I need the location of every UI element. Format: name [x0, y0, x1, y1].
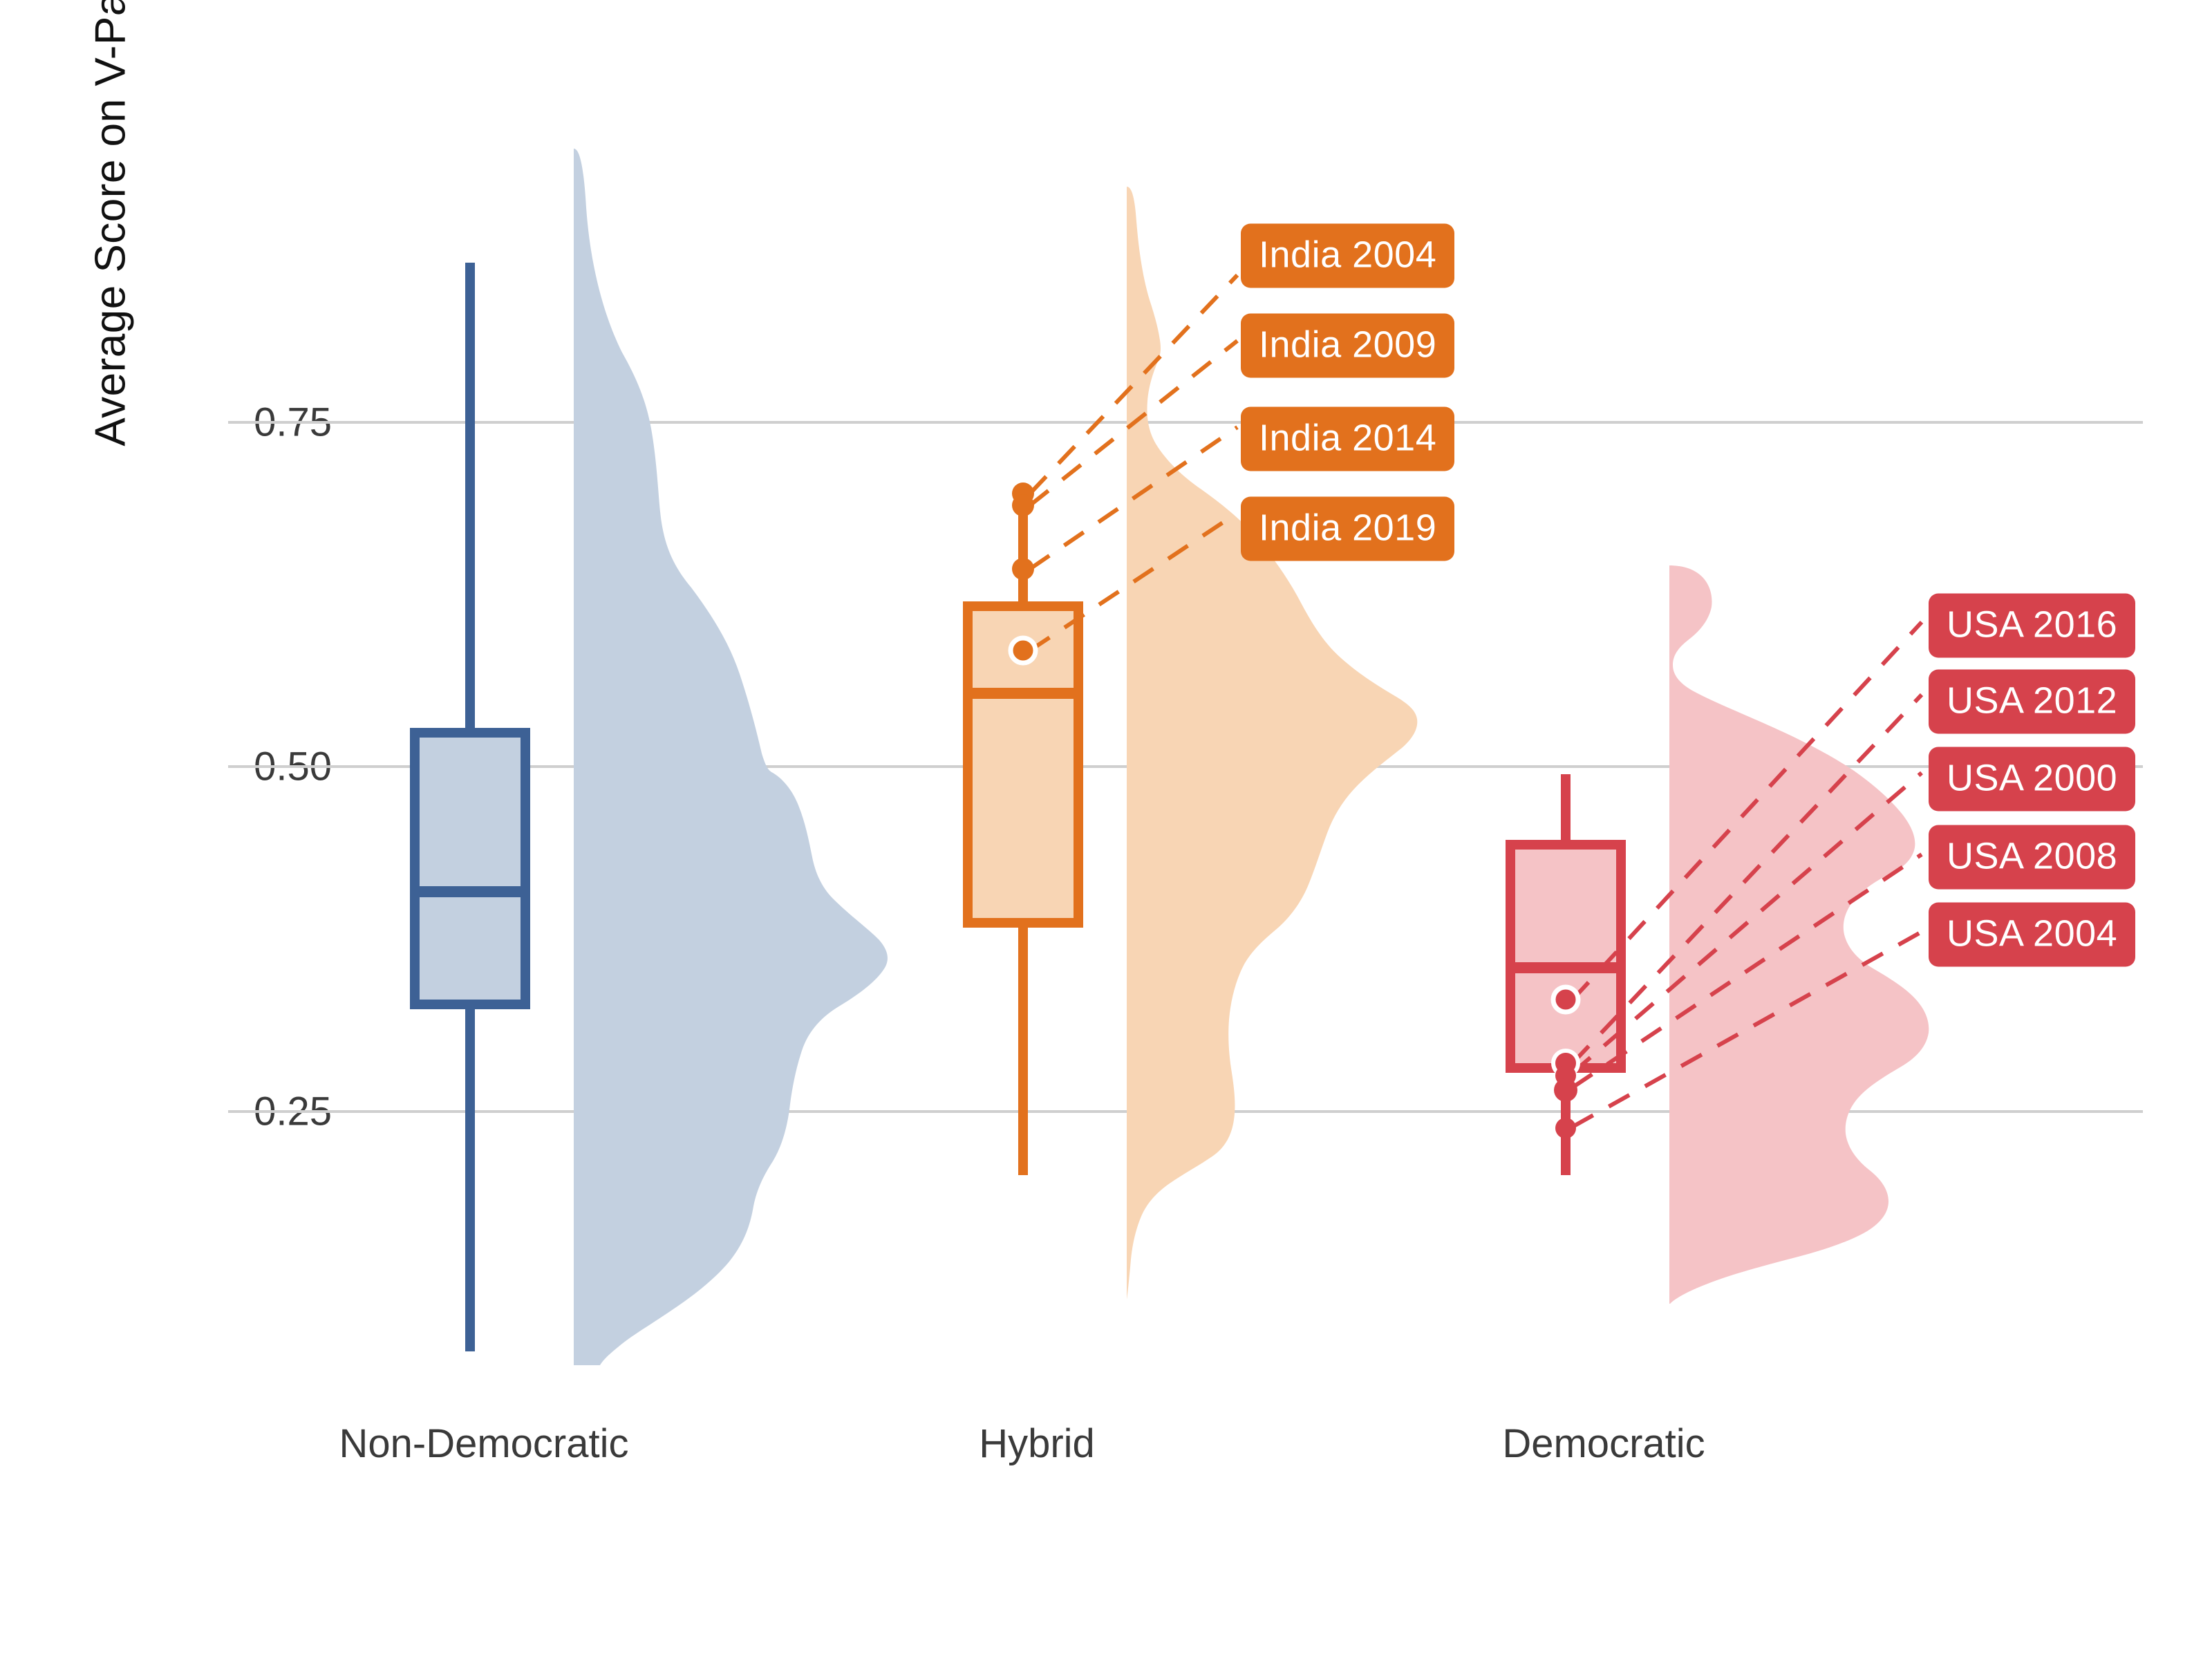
y-tick-marks: [228, 421, 273, 1113]
annotation-usa-2000[interactable]: USA 2000: [1929, 747, 2136, 812]
x-tick-label-democratic: Democratic: [1502, 1421, 1705, 1466]
leader-line-india-2009: [1029, 339, 1239, 507]
box-non-democratic: [410, 728, 530, 1009]
leader-line-usa-2012: [1571, 693, 1924, 1065]
group-hybrid: [963, 187, 1418, 1300]
box-democratic: [1506, 840, 1626, 1073]
point-usa-2008[interactable]: [1554, 1078, 1577, 1102]
annotation-usa-2012[interactable]: USA 2012: [1929, 669, 2136, 734]
leader-line-usa-2008: [1571, 852, 1923, 1089]
annotation-usa-2004[interactable]: USA 2004: [1929, 902, 2136, 967]
point-usa-2016[interactable]: [1550, 984, 1581, 1015]
annotation-india-2019[interactable]: India 2019: [1241, 496, 1455, 561]
annotation-india-2004[interactable]: India 2004: [1241, 223, 1455, 288]
point-usa-2004[interactable]: [1555, 1118, 1576, 1138]
leader-line-india-2014: [1029, 425, 1239, 571]
annotation-india-2014[interactable]: India 2014: [1241, 406, 1455, 471]
annotation-usa-2008[interactable]: USA 2008: [1929, 825, 2136, 890]
annotation-india-2009[interactable]: India 2009: [1241, 313, 1455, 378]
violin-hybrid: [1127, 187, 1418, 1300]
x-tick-label-hybrid: Hybrid: [979, 1421, 1095, 1466]
leader-lines-democratic: [1571, 620, 1924, 1129]
leader-lines-hybrid: [1028, 273, 1239, 653]
leader-line-india-2004: [1028, 273, 1239, 496]
violin-democratic: [1669, 565, 1929, 1304]
x-tick-label-non-democratic: Non-Democratic: [339, 1421, 629, 1466]
leader-line-usa-2004: [1571, 930, 1923, 1129]
point-india-2009[interactable]: [1012, 494, 1034, 516]
leader-line-usa-2000: [1571, 771, 1923, 1075]
leader-line-india-2019: [1029, 511, 1239, 653]
group-non-democratic: [410, 149, 888, 1365]
annotation-usa-2016[interactable]: USA 2016: [1929, 593, 2136, 658]
violin-non-democratic: [574, 149, 888, 1365]
leader-line-usa-2016: [1571, 620, 1924, 1002]
point-india-2014[interactable]: [1012, 558, 1034, 580]
group-democratic: [1506, 565, 1929, 1304]
point-india-2019[interactable]: [1008, 635, 1038, 666]
